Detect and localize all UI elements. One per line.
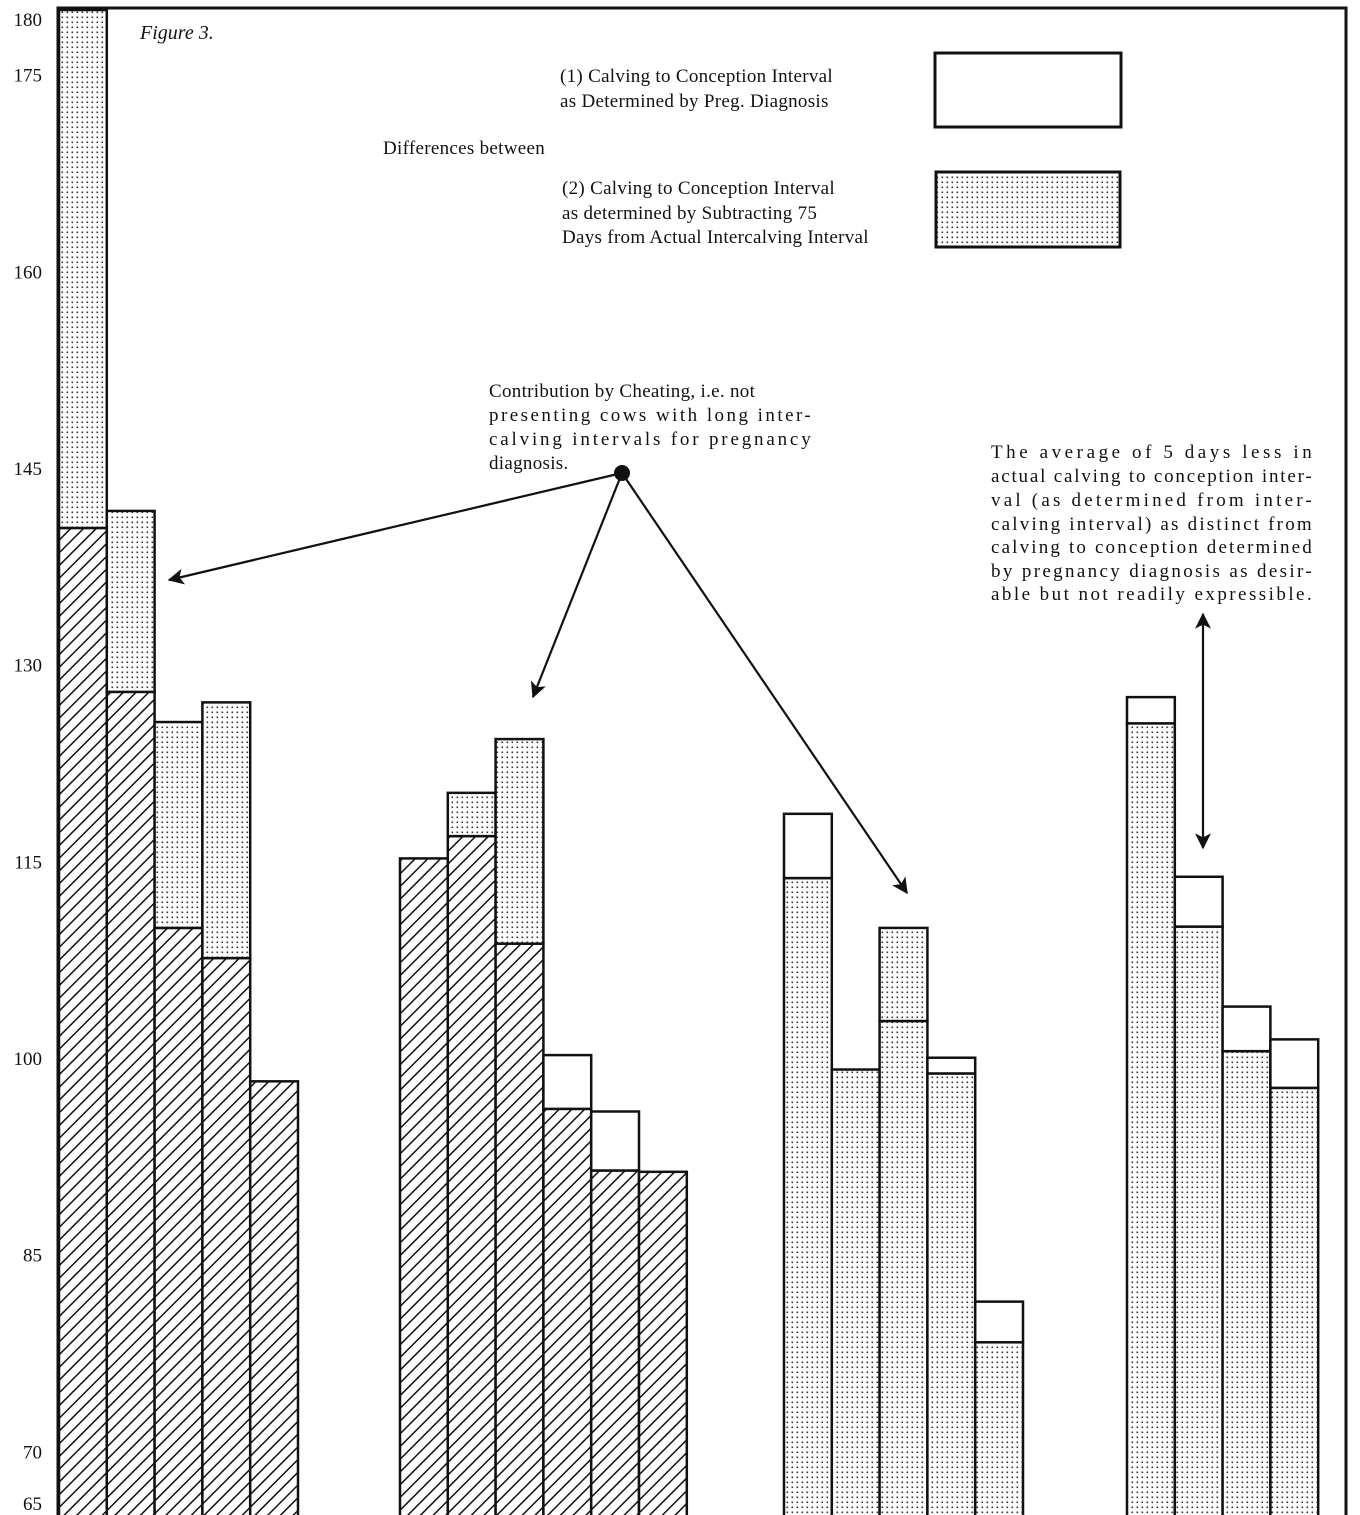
bar-segment-upper	[1221, 1005, 1272, 1053]
bar-segment-lower	[589, 1169, 641, 1515]
bar-segment-upper	[1269, 1038, 1320, 1090]
bar-segment-upper	[201, 701, 252, 960]
bar-group-3	[782, 812, 1025, 1515]
bar-groups	[57, 8, 1320, 1515]
bar-segment-lower	[542, 1107, 593, 1515]
bar-segment-lower	[926, 1072, 977, 1515]
average-line-3: val (as determined from inter-	[991, 490, 1312, 511]
bar-segment-lower	[248, 1080, 300, 1515]
y-tick-label: 85	[23, 1246, 42, 1267]
figure-label: Figure 3.	[139, 22, 214, 44]
bar-segment-lower	[57, 526, 109, 1515]
bar-segment-upper	[57, 8, 109, 530]
bar-segment-upper	[926, 1056, 977, 1075]
cheating-line-4: diagnosis.	[489, 453, 569, 474]
bar-segment-upper	[542, 1053, 593, 1111]
cheating-annotation: Contribution by Cheating, i.e. not prese…	[167, 381, 908, 895]
y-tick-label: 100	[14, 1049, 43, 1070]
y-tick-label: 115	[14, 852, 42, 873]
bar-segment-lower	[830, 1068, 881, 1515]
y-tick-label: 160	[14, 262, 43, 283]
y-tick-label: 70	[23, 1442, 42, 1463]
bar-segment-upper	[446, 791, 497, 838]
legend-item-2-line-2: as determined by Subtracting 75	[562, 203, 817, 224]
bar-segment-lower	[782, 876, 834, 1515]
bar-segment-upper	[782, 812, 834, 880]
bar-segment-lower	[1173, 925, 1224, 1515]
bar-segment-upper	[494, 737, 545, 945]
bar-segment-lower	[878, 1019, 929, 1515]
bar-segment-upper	[105, 509, 156, 694]
average-line-7: able but not readily expressible.	[991, 584, 1312, 605]
legend-swatch-open	[933, 51, 1123, 129]
legend-item-1-line-1: (1) Calving to Conception Interval	[560, 66, 833, 87]
bar-segment-upper	[589, 1110, 641, 1172]
average-line-2: actual calving to conception inter-	[991, 466, 1312, 487]
bar-segment-upper	[1125, 695, 1177, 725]
bar-group-4	[1125, 695, 1320, 1515]
bar-segment-lower	[494, 942, 545, 1515]
y-tick-label: 175	[14, 66, 43, 87]
bar-segment-lower	[973, 1341, 1025, 1515]
cheating-arrow-3	[621, 472, 908, 895]
legend-heading: Differences between	[383, 138, 545, 159]
y-tick-label: 130	[14, 656, 43, 677]
average-line-6: by pregnancy diagnosis as desir-	[991, 561, 1312, 582]
average-line-5: calving to conception determined	[991, 537, 1312, 558]
legend: Differences between (1) Calving to Conce…	[383, 51, 1123, 249]
y-tick-label: 145	[14, 459, 43, 480]
bar-segment-lower	[637, 1170, 689, 1515]
bar-group-2	[398, 737, 689, 1515]
legend-item-2-line-1: (2) Calving to Conception Interval	[562, 178, 835, 199]
bar-segment-lower	[105, 690, 156, 1515]
y-tick-label: 180	[14, 10, 43, 31]
average-line-1: The average of 5 days less in	[991, 442, 1312, 463]
cheating-line-3: calving intervals for pregnancy	[489, 429, 811, 450]
bar-segment-lower	[398, 857, 450, 1515]
y-axis-ticks: 65 70 85 100 115 130 145 160 175 180	[14, 10, 43, 1515]
cheating-arrow-1	[167, 471, 623, 585]
bar-segment-upper	[973, 1300, 1025, 1344]
bar-segment-lower	[446, 834, 497, 1515]
y-tick-label: 65	[23, 1494, 42, 1515]
bar-segment-lower	[153, 926, 204, 1515]
legend-item-1-line-2: as Determined by Preg. Diagnosis	[560, 91, 829, 112]
bar-segment-lower	[1269, 1086, 1320, 1515]
bar-segment-upper	[153, 720, 204, 930]
cheating-line-1: Contribution by Cheating, i.e. not	[489, 381, 756, 402]
average-line-4: calving interval) as distinct from	[991, 514, 1312, 535]
legend-swatch-dotted	[934, 170, 1122, 249]
bar-segment-upper	[878, 926, 929, 1023]
cheating-arrow-2	[530, 472, 624, 699]
average-annotation: The average of 5 days less in actual cal…	[991, 442, 1312, 850]
bar-group-1	[57, 8, 300, 1515]
legend-item-2-line-3: Days from Actual Intercalving Interval	[562, 227, 869, 248]
cheating-line-2: presenting cows with long inter-	[489, 405, 811, 426]
bar-segment-lower	[1125, 722, 1177, 1515]
bar-segment-upper	[1173, 875, 1224, 928]
bar-segment-lower	[201, 956, 252, 1515]
bar-segment-lower	[1221, 1049, 1272, 1515]
